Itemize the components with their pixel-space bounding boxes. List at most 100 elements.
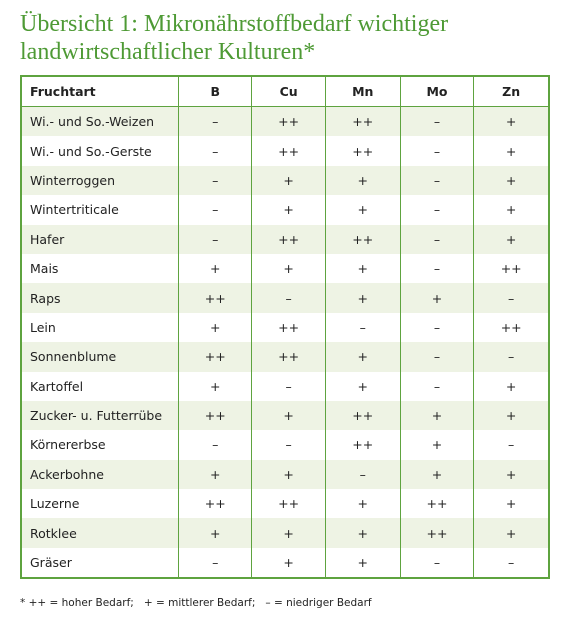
crop-cell: Wi.- und So.-Weizen xyxy=(21,106,179,137)
need-cell: + xyxy=(324,547,401,579)
need-cell: ++ xyxy=(324,400,401,431)
crop-cell: Hafer xyxy=(21,224,179,254)
table-row: Mais + + + – ++ xyxy=(21,253,549,284)
crop-cell: Zucker- u. Futterrübe xyxy=(21,400,179,431)
need-cell: + xyxy=(473,371,549,401)
crop-cell: Lein xyxy=(30,319,56,335)
need-cell: – xyxy=(399,136,474,166)
need-cell: + xyxy=(473,224,549,254)
need-cell: – xyxy=(177,547,252,579)
need-cell: – xyxy=(399,312,474,343)
table-row: Lein + ++ – – ++ xyxy=(21,312,549,343)
header-cell: B xyxy=(177,76,252,107)
need-cell: + xyxy=(473,165,549,196)
need-cell: – xyxy=(399,106,474,137)
need-cell: + xyxy=(473,518,549,548)
need-cell: + xyxy=(324,165,401,196)
need-cell: ++ xyxy=(324,106,401,137)
need-cell: + xyxy=(399,459,474,490)
crop-cell: Luzerne xyxy=(30,496,80,512)
need-cell: – xyxy=(177,106,252,137)
need-cell: – xyxy=(473,547,549,579)
table-row: Wintertriticale – + + – + xyxy=(21,195,549,225)
crop-cell: Körnererbse xyxy=(30,437,106,453)
need-cell: + xyxy=(251,459,326,490)
need-cell: ++ xyxy=(324,136,401,166)
need-cell: + xyxy=(324,342,401,372)
need-cell: ++ xyxy=(399,518,474,548)
need-cell: + xyxy=(473,459,549,490)
need-cell: ++ xyxy=(177,283,252,313)
need-cell: ++ xyxy=(251,106,326,137)
need-cell: + xyxy=(473,136,549,166)
need-cell: ++ xyxy=(251,489,326,519)
need-cell: + xyxy=(177,253,252,284)
need-cell: + xyxy=(324,253,401,284)
crop-cell: Sonnenblume xyxy=(21,342,179,372)
need-cell: – xyxy=(251,371,326,401)
need-cell: ++ xyxy=(473,253,549,284)
crop-cell: Rotklee xyxy=(21,518,179,548)
need-cell: ++ xyxy=(324,224,401,254)
need-cell: ++ xyxy=(251,224,326,254)
need-cell: – xyxy=(473,342,549,372)
need-cell: – xyxy=(399,224,474,254)
need-cell: – xyxy=(251,283,326,313)
need-cell: + xyxy=(473,400,549,431)
header-cell: Fruchtart xyxy=(21,76,179,107)
need-cell: ++ xyxy=(399,489,474,519)
need-cell: + xyxy=(324,195,401,225)
crop-cell: Raps xyxy=(21,283,179,313)
table-row: Wi.- und So.-Weizen – ++ ++ – + xyxy=(21,106,549,137)
need-cell: + xyxy=(177,459,252,490)
need-cell: + xyxy=(324,518,401,548)
table-row: Luzerne ++ ++ + ++ + xyxy=(21,489,549,519)
table-row: Rotklee + + + ++ + xyxy=(21,518,549,548)
need-cell: – xyxy=(399,195,474,225)
need-cell: + xyxy=(177,312,252,343)
need-cell: ++ xyxy=(177,342,252,372)
crop-cell: Kartoffel xyxy=(30,378,84,394)
need-cell: ++ xyxy=(324,430,401,460)
header-cell: Mo xyxy=(399,76,474,107)
title: Übersicht 1: Mikronährstoffbedarf wichti… xyxy=(20,11,449,65)
need-cell: – xyxy=(473,283,549,313)
need-cell: + xyxy=(324,371,401,401)
need-cell: + xyxy=(251,253,326,284)
need-cell: – xyxy=(399,165,474,196)
need-cell: ++ xyxy=(251,312,326,343)
need-cell: – xyxy=(399,342,474,372)
table-row: Winterroggen – + + – + xyxy=(21,165,549,196)
table-body: Wi.- und So.-Weizen – ++ ++ – + Wi.- und So.-G… xyxy=(21,106,549,579)
need-cell: – xyxy=(177,165,252,196)
need-cell: – xyxy=(473,430,549,460)
need-cell: + xyxy=(399,283,474,313)
need-cell: – xyxy=(399,253,474,284)
table-row: Ackerbohne + + – + + xyxy=(21,459,549,490)
need-cell: + xyxy=(177,518,252,548)
table-row: Raps ++ – + + – xyxy=(21,283,549,313)
need-cell: + xyxy=(251,518,326,548)
need-cell: + xyxy=(251,547,326,579)
header-row: Fruchtart B Cu Mn Mo Zn xyxy=(21,76,549,107)
need-cell: – xyxy=(177,430,252,460)
table-row: Wi.- und So.-Gerste – ++ ++ – + xyxy=(21,136,549,166)
crop-cell: Wi.- und So.-Gerste xyxy=(30,143,152,159)
need-cell: + xyxy=(177,371,252,401)
table-row: Hafer – ++ ++ – + xyxy=(21,224,549,254)
crop-cell: Gräser xyxy=(30,555,72,571)
need-cell: + xyxy=(251,195,326,225)
table-row: Körnererbse – – ++ + – xyxy=(21,430,549,460)
need-cell: – xyxy=(177,224,252,254)
need-cell: + xyxy=(473,195,549,225)
header-cell: Mn xyxy=(324,76,401,107)
need-cell: – xyxy=(399,371,474,401)
need-cell: – xyxy=(177,136,252,166)
need-cell: + xyxy=(473,106,549,137)
need-cell: – xyxy=(399,547,474,579)
footnote: * ++ = hoher Bedarf; + = mittlerer Bedar… xyxy=(20,597,372,609)
table-row: Kartoffel + – + – + xyxy=(21,371,549,401)
table: Fruchtart B Cu Mn Mo Zn Wi.- und So.-Weizen – +… xyxy=(20,75,550,580)
need-cell: + xyxy=(399,430,474,460)
